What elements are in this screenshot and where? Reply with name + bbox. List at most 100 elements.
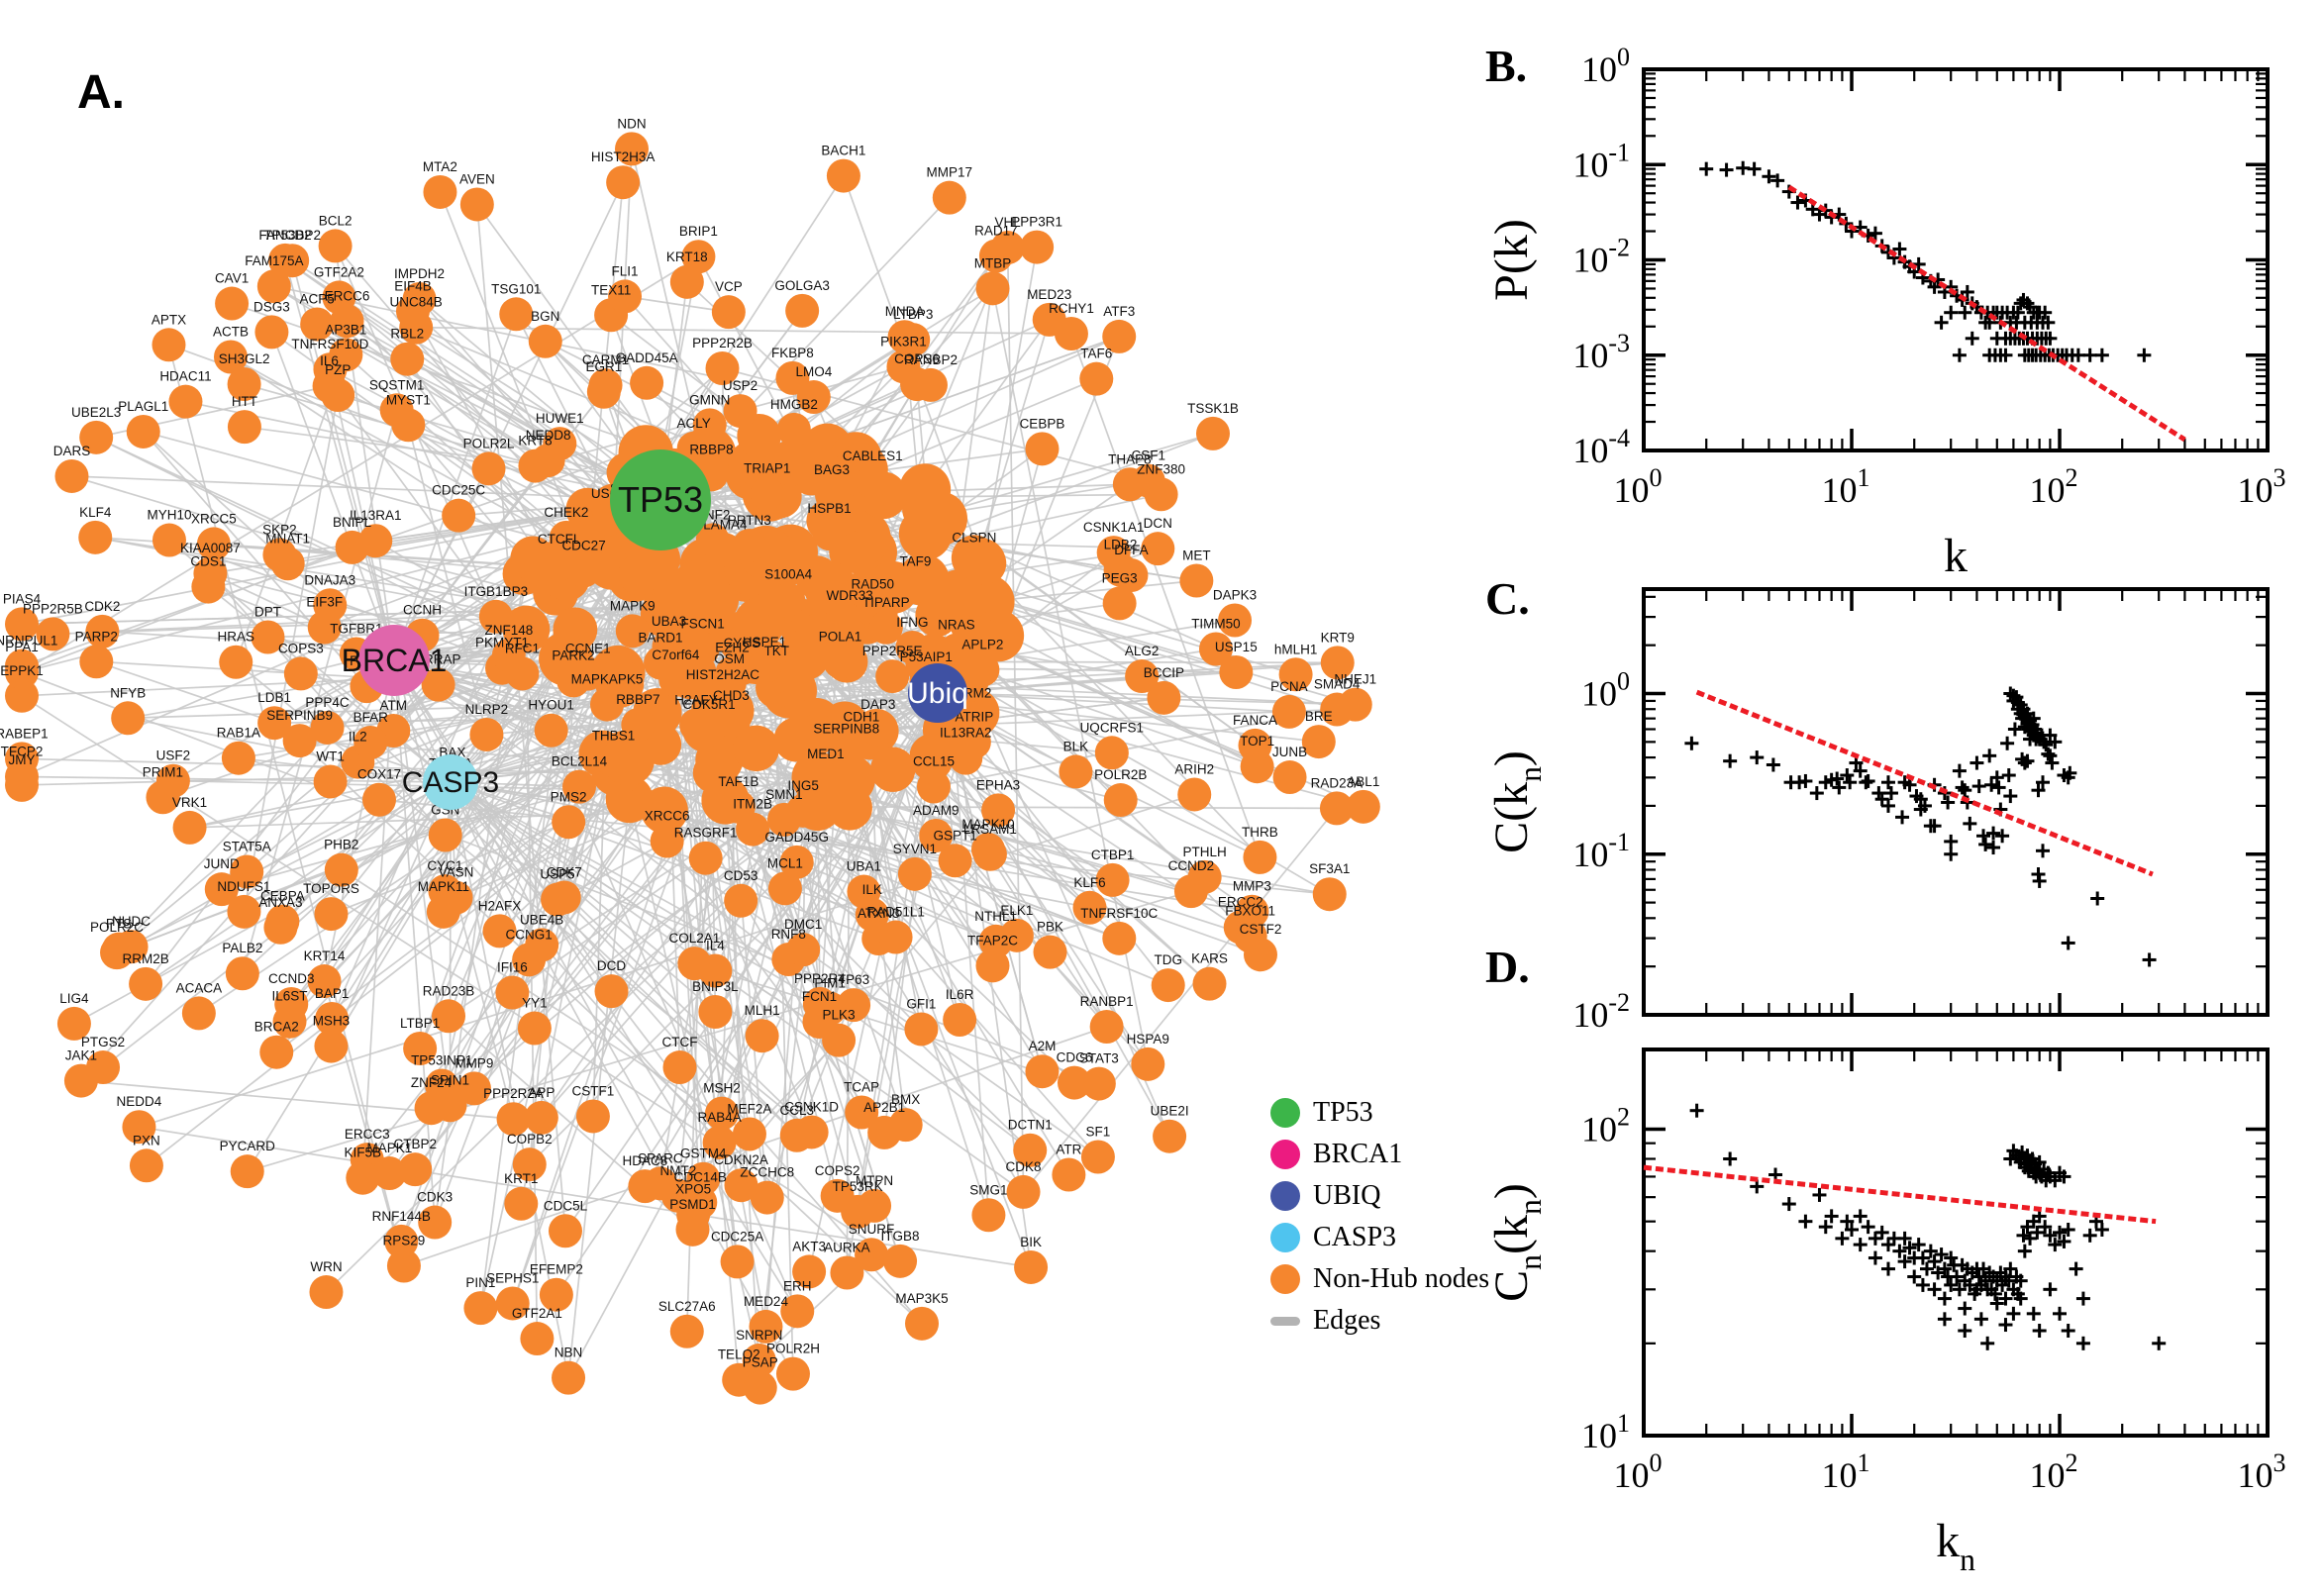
svg-text:UQCRFS1: UQCRFS1 <box>1080 720 1145 735</box>
svg-text:APLP2: APLP2 <box>961 638 1003 652</box>
svg-text:USP5: USP5 <box>540 867 574 882</box>
svg-text:HUWE1: HUWE1 <box>536 411 584 426</box>
svg-text:LTBP1: LTBP1 <box>400 1016 440 1031</box>
svg-text:PARP2: PARP2 <box>75 629 118 644</box>
svg-text:MAPK10: MAPK10 <box>961 817 1014 832</box>
svg-text:STAT3: STAT3 <box>1079 1051 1119 1066</box>
node-swatch-icon <box>1269 1264 1301 1294</box>
svg-text:BGN: BGN <box>531 309 559 324</box>
tick-label: 100 <box>1581 667 1630 714</box>
svg-text:TCAP: TCAP <box>844 1080 879 1095</box>
svg-text:H2AFX: H2AFX <box>478 898 522 913</box>
svg-text:CCNH: CCNH <box>403 603 442 618</box>
svg-text:TIPARP: TIPARP <box>862 595 910 610</box>
svg-text:BCCIP: BCCIP <box>1144 665 1184 680</box>
legend-label: BRCA1 <box>1313 1139 1403 1169</box>
svg-text:AURKA: AURKA <box>824 1241 870 1255</box>
svg-text:CCND3: CCND3 <box>268 971 315 986</box>
svg-text:HYOU1: HYOU1 <box>528 698 574 713</box>
svg-text:SNURF: SNURF <box>849 1222 895 1237</box>
svg-text:BARD1: BARD1 <box>639 631 683 646</box>
svg-text:BRCA2: BRCA2 <box>254 1020 299 1035</box>
svg-text:IL6R: IL6R <box>946 987 974 1002</box>
svg-text:GFI1: GFI1 <box>906 996 936 1011</box>
svg-text:FBXO11: FBXO11 <box>1225 903 1275 918</box>
svg-text:EFEMP2: EFEMP2 <box>530 1262 583 1277</box>
svg-text:UBA1: UBA1 <box>847 859 881 874</box>
svg-text:IL6ST: IL6ST <box>272 989 308 1004</box>
svg-text:CDK8: CDK8 <box>1006 1159 1042 1174</box>
svg-text:TP53RK: TP53RK <box>833 1179 883 1194</box>
svg-text:SPARC: SPARC <box>638 1150 683 1165</box>
svg-text:XRCC5: XRCC5 <box>191 511 237 526</box>
svg-text:RFC1: RFC1 <box>505 641 540 655</box>
node-swatch-icon <box>1269 1098 1301 1128</box>
svg-text:SF3A1: SF3A1 <box>1309 861 1350 876</box>
svg-text:P53AIP1: P53AIP1 <box>900 649 953 664</box>
svg-text:PARK2: PARK2 <box>552 648 594 662</box>
legend-label: CASP3 <box>1313 1222 1397 1252</box>
svg-text:PPP2R5E: PPP2R5E <box>862 644 923 658</box>
svg-text:DAPK3: DAPK3 <box>1213 587 1257 602</box>
tick-label: 102 <box>2030 1448 2078 1495</box>
svg-text:THAP8: THAP8 <box>1108 451 1152 466</box>
svg-text:CSTF1: CSTF1 <box>572 1083 615 1098</box>
svg-text:POLR2H: POLR2H <box>766 1342 820 1356</box>
edge-swatch-icon <box>1269 1316 1301 1326</box>
svg-text:IFNG: IFNG <box>896 615 928 630</box>
svg-text:RBBP8: RBBP8 <box>689 442 733 456</box>
svg-text:LAMA4: LAMA4 <box>703 517 748 532</box>
svg-text:PPP2R5B: PPP2R5B <box>23 601 83 616</box>
legend-label: TP53 <box>1313 1097 1373 1128</box>
svg-text:TAF9: TAF9 <box>899 553 931 568</box>
tick-label: 102 <box>1581 1102 1630 1148</box>
svg-text:RAB1A: RAB1A <box>217 726 260 741</box>
svg-text:MET: MET <box>1182 549 1211 563</box>
tick-label: 100 <box>1581 43 1630 89</box>
svg-text:SYVN1: SYVN1 <box>893 842 937 856</box>
tick-label: 100 <box>1614 463 1663 510</box>
svg-text:MAPKAPK5: MAPKAPK5 <box>571 672 644 687</box>
hub-node-casp3: CASP3 <box>402 754 499 810</box>
legend-item-tp53: TP53 <box>1269 1092 1489 1134</box>
svg-text:CSTF2: CSTF2 <box>1240 922 1282 937</box>
node-swatch-icon <box>1269 1140 1301 1169</box>
svg-text:MAP3K5: MAP3K5 <box>895 1291 948 1306</box>
svg-text:BCL2L14: BCL2L14 <box>552 754 608 769</box>
svg-text:BCL2: BCL2 <box>319 213 353 228</box>
svg-text:DNAJA3: DNAJA3 <box>304 572 355 587</box>
svg-text:MSH2: MSH2 <box>703 1081 741 1096</box>
svg-text:AP2B1: AP2B1 <box>863 1100 905 1115</box>
svg-text:GADD45G: GADD45G <box>764 830 829 845</box>
svg-text:TP63: TP63 <box>838 972 869 987</box>
svg-text:RAD23B: RAD23B <box>423 983 475 998</box>
svg-text:PCNA: PCNA <box>1270 679 1308 694</box>
svg-text:TAF1B: TAF1B <box>718 774 758 789</box>
svg-text:FANCA: FANCA <box>1233 713 1277 728</box>
svg-text:ATM: ATM <box>380 698 408 713</box>
svg-text:CCL15: CCL15 <box>913 754 955 769</box>
axis-ticks <box>1642 589 2270 1017</box>
svg-text:VHL: VHL <box>995 215 1022 230</box>
svg-text:PALB2: PALB2 <box>222 941 262 955</box>
svg-text:JAK1: JAK1 <box>65 1048 97 1063</box>
svg-text:IL13RA2: IL13RA2 <box>940 726 992 741</box>
svg-text:IL2: IL2 <box>349 730 367 745</box>
svg-text:PHB2: PHB2 <box>324 838 358 852</box>
svg-text:RBBP7: RBBP7 <box>616 692 659 707</box>
svg-text:EIF4B: EIF4B <box>394 278 432 293</box>
svg-text:CAV1: CAV1 <box>215 271 249 286</box>
svg-text:VCP: VCP <box>715 279 743 294</box>
svg-text:MNAT1: MNAT1 <box>265 531 310 546</box>
svg-text:CSNK1A1: CSNK1A1 <box>1083 520 1145 535</box>
svg-text:CHD3: CHD3 <box>713 688 750 703</box>
svg-text:THBS1: THBS1 <box>592 728 636 743</box>
svg-text:RPS29: RPS29 <box>383 1234 426 1248</box>
svg-text:COPS2: COPS2 <box>815 1163 860 1178</box>
svg-text:FKBP8: FKBP8 <box>771 346 814 360</box>
svg-text:HSPB1: HSPB1 <box>807 501 851 516</box>
svg-text:COX17: COX17 <box>357 767 401 782</box>
tick-label: 10-2 <box>1572 234 1630 280</box>
